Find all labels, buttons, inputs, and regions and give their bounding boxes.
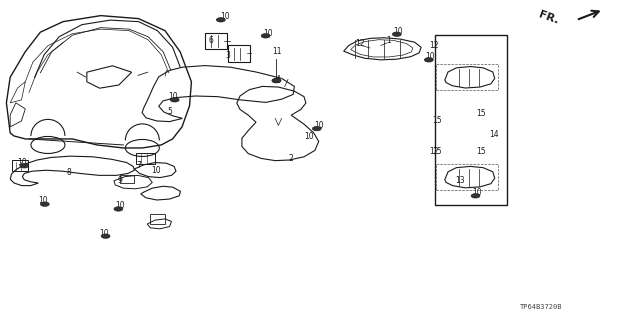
Text: 9: 9 xyxy=(118,176,123,185)
Text: 5: 5 xyxy=(167,107,172,116)
Circle shape xyxy=(272,78,281,83)
Text: 10: 10 xyxy=(314,121,324,130)
Circle shape xyxy=(114,207,123,211)
Text: 3: 3 xyxy=(225,51,230,60)
Circle shape xyxy=(312,126,321,131)
Text: 10: 10 xyxy=(38,196,48,205)
Text: 15: 15 xyxy=(476,109,486,118)
Text: 1: 1 xyxy=(386,36,391,45)
Text: 10: 10 xyxy=(99,229,109,238)
Circle shape xyxy=(101,234,110,238)
Text: FR.: FR. xyxy=(538,9,560,26)
Text: 7: 7 xyxy=(136,161,141,170)
Text: 15: 15 xyxy=(432,147,442,156)
Text: 11: 11 xyxy=(272,47,281,56)
Bar xyxy=(436,64,498,90)
Circle shape xyxy=(170,98,179,102)
Text: 10: 10 xyxy=(304,132,314,141)
Text: 10: 10 xyxy=(150,166,161,175)
Circle shape xyxy=(424,58,433,62)
Bar xyxy=(435,35,507,205)
Circle shape xyxy=(261,34,270,38)
Circle shape xyxy=(40,202,49,206)
Text: 15: 15 xyxy=(476,147,486,156)
Text: 8: 8 xyxy=(67,168,72,177)
Text: 14: 14 xyxy=(489,130,499,139)
Circle shape xyxy=(471,194,480,198)
Text: 12: 12 xyxy=(355,39,364,48)
Circle shape xyxy=(392,32,401,36)
Text: 10: 10 xyxy=(425,52,435,61)
Text: 10: 10 xyxy=(115,201,125,210)
Text: TP64B3720B: TP64B3720B xyxy=(520,304,562,310)
Text: 10: 10 xyxy=(472,188,482,197)
Text: 10: 10 xyxy=(17,158,28,167)
Text: 10: 10 xyxy=(262,29,273,38)
Circle shape xyxy=(272,78,281,83)
Text: 10: 10 xyxy=(168,92,178,101)
Text: 10: 10 xyxy=(393,27,403,36)
Text: 6: 6 xyxy=(209,36,214,45)
Text: 13: 13 xyxy=(454,176,465,185)
Text: 12: 12 xyxy=(429,148,438,156)
Circle shape xyxy=(216,18,225,22)
Text: 10: 10 xyxy=(220,12,230,21)
Text: 12: 12 xyxy=(429,41,438,50)
Bar xyxy=(436,164,498,190)
Circle shape xyxy=(20,164,29,168)
Text: 15: 15 xyxy=(432,116,442,125)
Text: 2: 2 xyxy=(289,154,294,163)
Text: 4: 4 xyxy=(276,76,281,84)
